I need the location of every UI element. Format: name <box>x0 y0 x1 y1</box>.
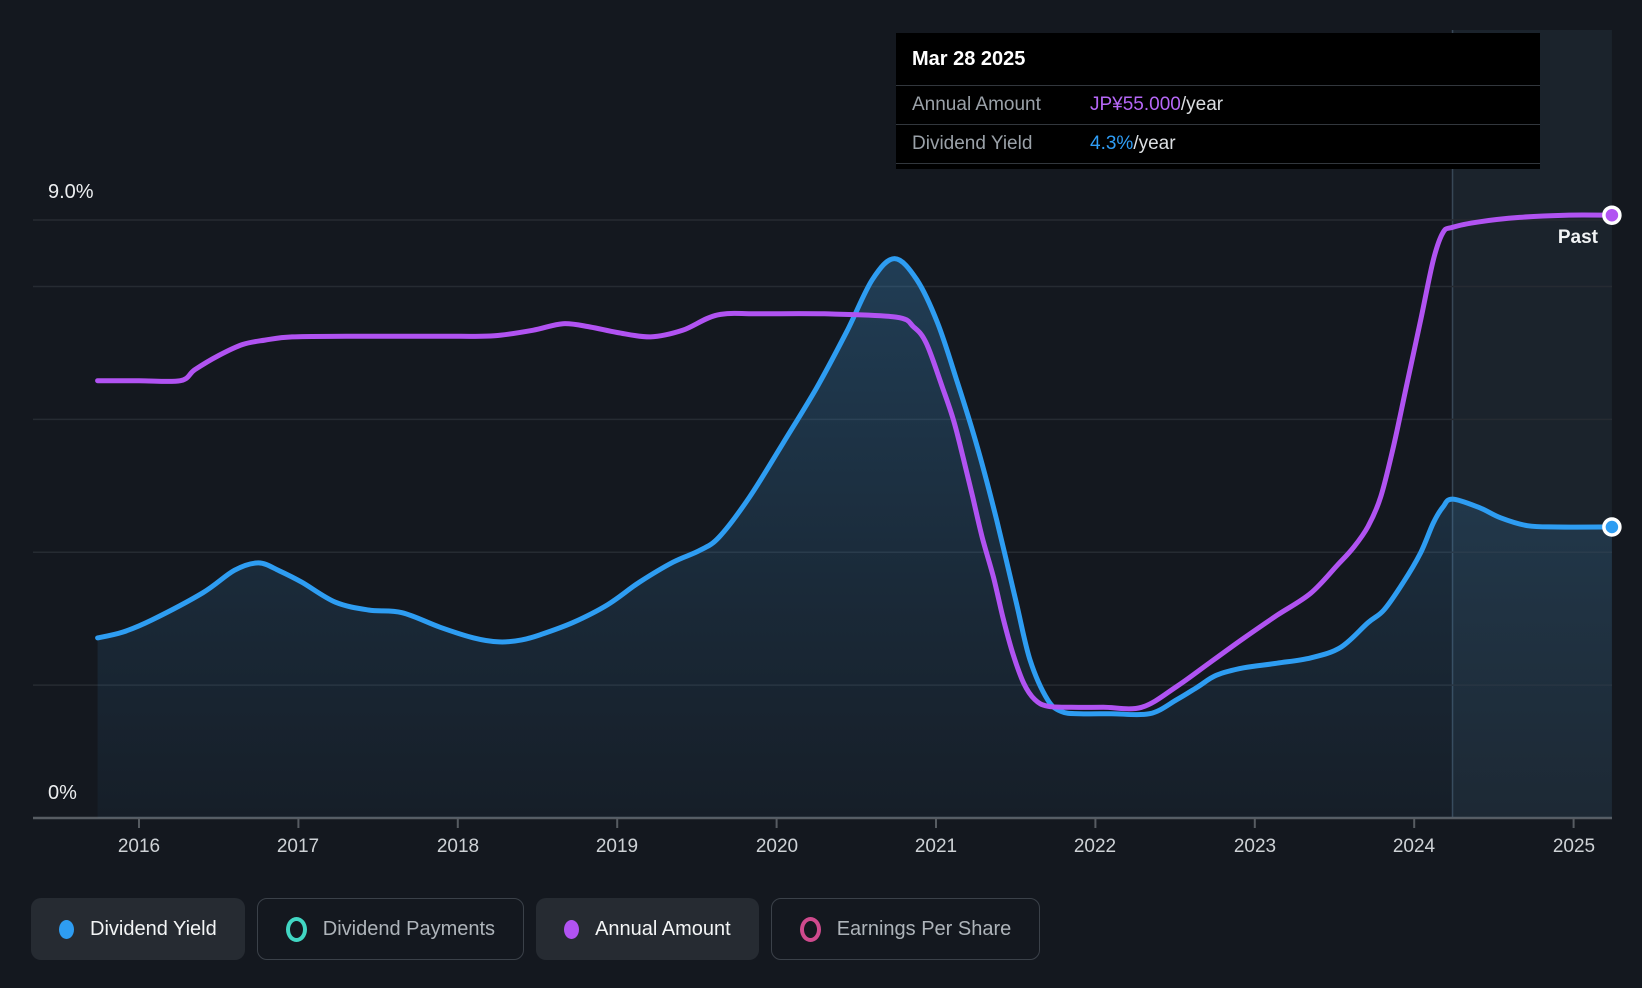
legend-item-dividend-yield[interactable]: Dividend Yield <box>31 898 245 960</box>
tooltip-date: Mar 28 2025 <box>896 33 1540 86</box>
dividend-payments-circle-icon <box>285 916 307 942</box>
x-label-2022: 2022 <box>1073 836 1117 857</box>
x-label-2021: 2021 <box>914 836 958 857</box>
tooltip-dividend-yield-value: 4.3% <box>1090 133 1134 154</box>
tooltip-annual-amount-value: JP¥55.000 <box>1090 94 1181 115</box>
earnings-per-share-circle-icon <box>799 916 821 942</box>
past-region-label: Past <box>1557 227 1598 248</box>
x-label-2018: 2018 <box>436 836 480 857</box>
annual-amount-end-marker[interactable] <box>1602 205 1622 225</box>
tooltip-row-dividend-yield: Dividend Yield 4.3% /year <box>896 125 1540 164</box>
legend-item-annual-amount[interactable]: Annual Amount <box>536 898 759 960</box>
tooltip-annual-amount-suffix: /year <box>1180 94 1224 115</box>
legend-label-dividend-yield: Dividend Yield <box>90 917 217 940</box>
tooltip-annual-amount-label: Annual Amount <box>912 94 1041 115</box>
legend-label-earnings-per-share: Earnings Per Share <box>836 917 1012 940</box>
x-label-2023: 2023 <box>1233 836 1277 857</box>
legend-item-earnings-per-share[interactable]: Earnings Per Share <box>770 898 1041 960</box>
x-label-2019: 2019 <box>595 836 639 857</box>
x-label-2017: 2017 <box>276 836 320 857</box>
annual-amount-line <box>95 212 1615 712</box>
tooltip-dividend-yield-label: Dividend Yield <box>912 133 1033 154</box>
tooltip-dividend-yield-suffix: /year <box>1133 133 1176 154</box>
dividend-yield-end-marker[interactable] <box>1602 517 1622 537</box>
x-label-2024: 2024 <box>1392 836 1436 857</box>
annual-amount-dot-icon <box>564 919 580 939</box>
x-label-2025: 2025 <box>1552 836 1596 857</box>
x-label-2016: 2016 <box>117 836 161 857</box>
chart-legend: Dividend Yield Dividend Payments Annual … <box>31 898 1041 960</box>
y-axis-max-label: 9.0% <box>48 181 94 203</box>
legend-label-annual-amount: Annual Amount <box>595 917 731 940</box>
tooltip-row-annual-amount: Annual Amount JP¥55.000 /year <box>896 86 1540 125</box>
x-label-2020: 2020 <box>755 836 799 857</box>
legend-label-dividend-payments: Dividend Payments <box>322 917 496 940</box>
legend-item-dividend-payments[interactable]: Dividend Payments <box>256 898 525 960</box>
dividend-yield-line <box>95 256 1615 718</box>
dividend-yield-area <box>97 258 1612 819</box>
chart-tooltip: Mar 28 2025 Annual Amount JP¥55.000 /yea… <box>896 33 1540 169</box>
dividend-yield-dot-icon <box>59 919 74 939</box>
x-axis-ticks <box>138 819 1575 828</box>
y-axis-min-label: 0% <box>48 782 77 804</box>
